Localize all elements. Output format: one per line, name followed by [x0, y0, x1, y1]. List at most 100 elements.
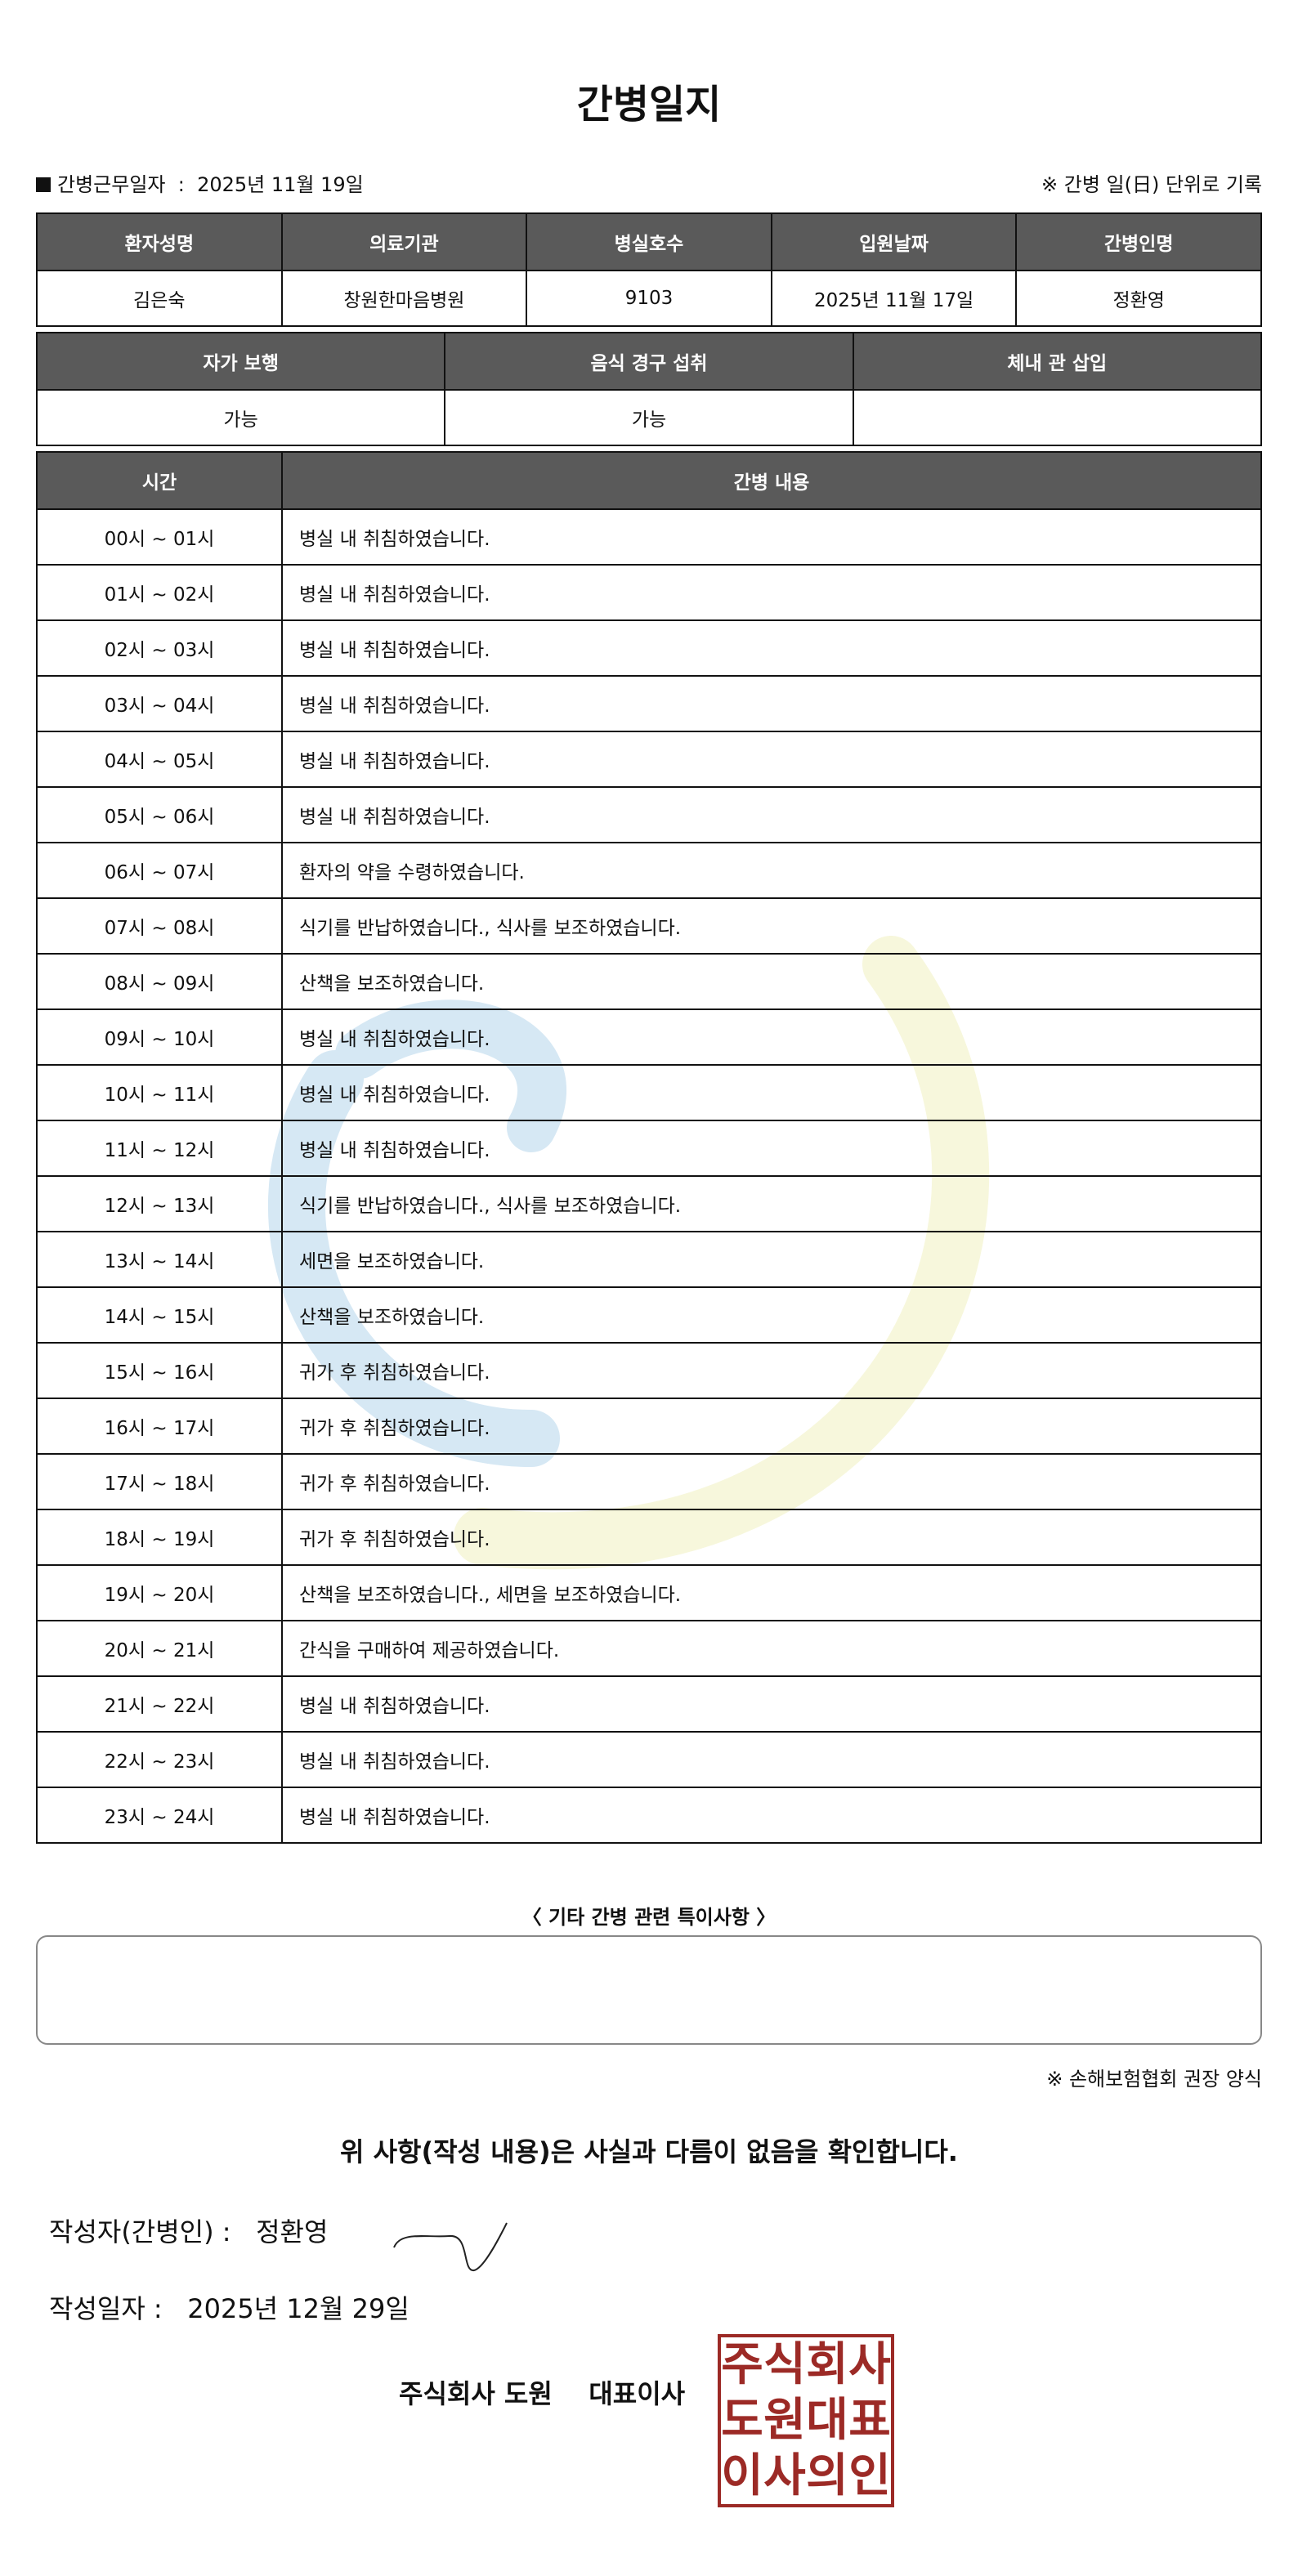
content-cell: 병실 내 취침하였습니다.: [281, 619, 1262, 677]
seal-char: 식: [763, 2338, 806, 2391]
time-cell: 07시 ~ 08시: [36, 897, 283, 955]
time-cell: 14시 ~ 15시: [36, 1286, 283, 1344]
content-cell: 식기를 반납하였습니다., 식사를 보조하였습니다.: [281, 897, 1262, 955]
form-note: ※ 손해보험협회 권장 양식: [1046, 2068, 1262, 2091]
care-log-table: 시간 간병 내용 00시 ~ 01시 병실 내 취침하였습니다. 01시 ~ 02시…: [36, 451, 1262, 1844]
content-cell: 병실 내 취침하였습니다.: [281, 1675, 1262, 1733]
table-row: 01시 ~ 02시 병실 내 취침하였습니다.: [36, 564, 1262, 621]
table-row: 20시 ~ 21시 간식을 구매하여 제공하였습니다.: [36, 1620, 1262, 1677]
content-cell: 세면을 보조하였습니다.: [281, 1231, 1262, 1288]
patient-info-table: 환자성명 의료기관 병실호수 입원날짜 간병인명 김은숙 창원한마음병원 910…: [36, 212, 1262, 327]
tube-status: [852, 389, 1263, 446]
table-row: 05시 ~ 06시 병실 내 취침하였습니다.: [36, 786, 1262, 843]
time-cell: 13시 ~ 14시: [36, 1231, 283, 1288]
table-row: 21시 ~ 22시 병실 내 취침하였습니다.: [36, 1675, 1262, 1733]
writer-line: 작성자(간병인) : 정환영: [49, 2212, 328, 2249]
confirmation-statement: 위 사항(작성 내용)은 사실과 다름이 없음을 확인합니다.: [340, 2136, 958, 2167]
time-cell: 02시 ~ 03시: [36, 619, 283, 677]
writer-name: 정환영: [256, 2216, 329, 2247]
page-title: 간병일지: [576, 82, 722, 127]
header-content: 간병 내용: [281, 451, 1262, 510]
seal-char: 대: [806, 2394, 848, 2447]
header-room: 병실호수: [526, 212, 772, 271]
work-date-label: 간병근무일자: [57, 173, 166, 196]
table-row: 23시 ~ 24시 병실 내 취침하였습니다.: [36, 1787, 1262, 1844]
time-cell: 21시 ~ 22시: [36, 1675, 283, 1733]
header-hospital: 의료기관: [280, 212, 528, 271]
table-row: 22시 ~ 23시 병실 내 취침하였습니다.: [36, 1731, 1262, 1788]
table-row: 11시 ~ 12시 병실 내 취침하였습니다.: [36, 1120, 1262, 1177]
content-cell: 식기를 반납하였습니다., 식사를 보조하였습니다.: [281, 1175, 1262, 1232]
time-cell: 11시 ~ 12시: [36, 1120, 283, 1177]
table-row: 09시 ~ 10시 병실 내 취침하였습니다.: [36, 1008, 1262, 1066]
content-cell: 병실 내 취침하였습니다.: [281, 675, 1262, 732]
seal-char: 도: [721, 2394, 763, 2447]
table-row: 13시 ~ 14시 세면을 보조하였습니다.: [36, 1231, 1262, 1288]
table-row: 18시 ~ 19시 귀가 후 취침하였습니다.: [36, 1509, 1262, 1566]
admission-date: 2025년 11월 17일: [770, 270, 1018, 327]
content-cell: 귀가 후 취침하였습니다.: [281, 1509, 1262, 1566]
seal-char: 이: [721, 2449, 763, 2502]
time-cell: 19시 ~ 20시: [36, 1564, 283, 1621]
hospital: 창원한마음병원: [280, 270, 528, 327]
seal-char: 사: [848, 2338, 891, 2391]
time-cell: 01시 ~ 02시: [36, 564, 283, 621]
patient-name: 김은숙: [36, 270, 283, 327]
table-row: 04시 ~ 05시 병실 내 취침하였습니다.: [36, 731, 1262, 788]
table-row: 19시 ~ 20시 산책을 보조하였습니다., 세면을 보조하였습니다.: [36, 1564, 1262, 1621]
table-row: 00시 ~ 01시 병실 내 취침하였습니다.: [36, 508, 1262, 566]
time-cell: 06시 ~ 07시: [36, 842, 283, 899]
time-cell: 09시 ~ 10시: [36, 1008, 283, 1066]
company-name: 주식회사 도원: [399, 2378, 553, 2409]
seal-char: 표: [848, 2394, 891, 2447]
header-oral-intake: 음식 경구 섭취: [444, 332, 854, 391]
time-cell: 10시 ~ 11시: [36, 1064, 283, 1121]
content-cell: 병실 내 취침하였습니다.: [281, 1787, 1262, 1844]
record-rule-note: ※ 간병 일(日) 단위로 기록: [1041, 173, 1262, 196]
patient-status-table: 자가 보행 음식 경구 섭취 체내 관 삽입 가능 가능: [35, 332, 1263, 446]
seal-char: 의: [806, 2449, 848, 2502]
signature: [393, 2222, 508, 2271]
content-cell: 산책을 보조하였습니다., 세면을 보조하였습니다.: [281, 1564, 1262, 1621]
time-cell: 12시 ~ 13시: [36, 1175, 283, 1232]
table-row: 10시 ~ 11시 병실 내 취침하였습니다.: [36, 1064, 1262, 1121]
square-bullet-icon: [36, 177, 51, 192]
content-cell: 귀가 후 취침하였습니다.: [281, 1398, 1262, 1455]
table-row: 15시 ~ 16시 귀가 후 취침하였습니다.: [36, 1342, 1262, 1399]
table-row: 06시 ~ 07시 환자의 약을 수령하였습니다.: [36, 842, 1262, 899]
header-time: 시간: [36, 451, 283, 510]
time-cell: 05시 ~ 06시: [36, 786, 283, 843]
content-cell: 환자의 약을 수령하였습니다.: [281, 842, 1262, 899]
table-row: 17시 ~ 18시 귀가 후 취침하였습니다.: [36, 1453, 1262, 1510]
caregiver-name: 정환영: [1015, 270, 1262, 327]
header-admission-date: 입원날짜: [770, 212, 1018, 271]
time-cell: 16시 ~ 17시: [36, 1398, 283, 1455]
time-cell: 22시 ~ 23시: [36, 1731, 283, 1788]
written-date: 2025년 12월 29일: [187, 2293, 410, 2324]
table-row: 08시 ~ 09시 산책을 보조하였습니다.: [36, 953, 1262, 1010]
header-patient-name: 환자성명: [36, 212, 283, 271]
seal-char: 사: [763, 2449, 806, 2502]
content-cell: 산책을 보조하였습니다.: [281, 1286, 1262, 1344]
written-date-line: 작성일자 : 2025년 12월 29일: [49, 2288, 410, 2326]
written-date-label: 작성일자 :: [49, 2293, 163, 2324]
content-cell: 병실 내 취침하였습니다.: [281, 1008, 1262, 1066]
seal-char: 인: [848, 2449, 891, 2502]
oral-intake-status: 가능: [444, 389, 854, 446]
content-cell: 병실 내 취침하였습니다.: [281, 731, 1262, 788]
special-notes-title: 〈 기타 간병 관련 특이사항 〉: [521, 1906, 777, 1929]
time-cell: 15시 ~ 16시: [36, 1342, 283, 1399]
time-cell: 23시 ~ 24시: [36, 1787, 283, 1844]
header-walking: 자가 보행: [35, 332, 446, 391]
content-cell: 산책을 보조하였습니다.: [281, 953, 1262, 1010]
table-row: 14시 ~ 15시 산책을 보조하였습니다.: [36, 1286, 1262, 1344]
writer-label: 작성자(간병인) :: [49, 2216, 231, 2247]
content-cell: 병실 내 취침하였습니다.: [281, 564, 1262, 621]
time-cell: 03시 ~ 04시: [36, 675, 283, 732]
time-cell: 17시 ~ 18시: [36, 1453, 283, 1510]
content-cell: 간식을 구매하여 제공하였습니다.: [281, 1620, 1262, 1677]
walking-status: 가능: [35, 389, 446, 446]
content-cell: 병실 내 취침하였습니다.: [281, 1731, 1262, 1788]
content-cell: 병실 내 취침하였습니다.: [281, 786, 1262, 843]
